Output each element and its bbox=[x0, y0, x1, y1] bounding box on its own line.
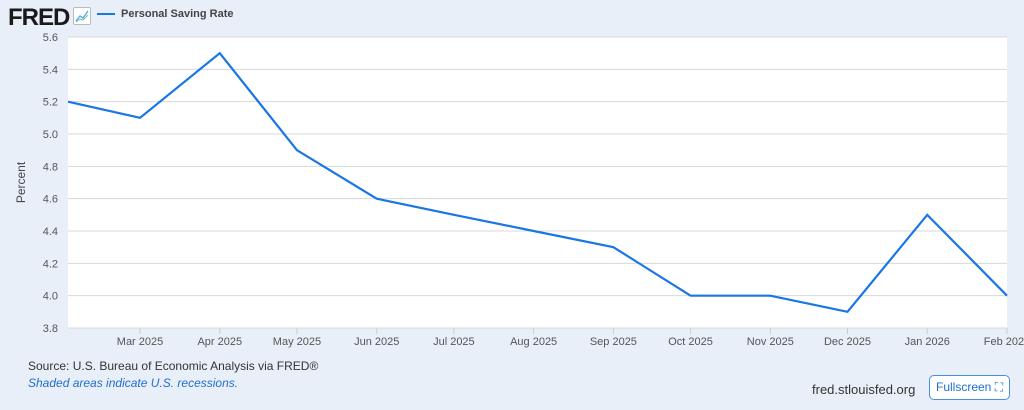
fullscreen-label: Fullscreen bbox=[936, 380, 992, 394]
expand-icon: ⛶ bbox=[994, 380, 1004, 394]
plot-area bbox=[68, 37, 1007, 328]
legend-label: Personal Saving Rate bbox=[121, 8, 234, 20]
x-tick-label: Nov 2025 bbox=[747, 336, 794, 348]
y-tick-label: 5.0 bbox=[43, 129, 58, 141]
site-link[interactable]: fred.stlouisfed.org bbox=[812, 382, 916, 397]
x-tick-label: Apr 2025 bbox=[197, 336, 242, 348]
x-tick-label: Jun 2025 bbox=[354, 336, 399, 348]
x-tick-label: Jul 2025 bbox=[433, 336, 475, 348]
y-tick-label: 5.4 bbox=[43, 64, 58, 76]
legend: Personal Saving Rate bbox=[97, 8, 234, 20]
y-tick-label: 4.2 bbox=[43, 258, 58, 270]
y-tick-label: 5.2 bbox=[43, 97, 58, 109]
legend-swatch bbox=[97, 13, 115, 15]
y-tick-label: 4.4 bbox=[43, 226, 58, 238]
y-tick-label: 4.0 bbox=[43, 291, 58, 303]
fullscreen-button[interactable]: Fullscreen ⛶ bbox=[929, 375, 1011, 400]
series-line bbox=[67, 51, 1008, 314]
source-text: Source: U.S. Bureau of Economic Analysis… bbox=[28, 359, 319, 373]
fred-logo[interactable]: FRED bbox=[8, 4, 70, 31]
recession-note: Shaded areas indicate U.S. recessions. bbox=[28, 376, 239, 390]
y-tick-label: 5.6 bbox=[43, 32, 58, 44]
x-tick-label: Jan 2026 bbox=[905, 336, 950, 348]
x-tick-label: Dec 2025 bbox=[824, 336, 871, 348]
x-tick-label: Mar 2025 bbox=[117, 336, 163, 348]
x-tick-label: Aug 2025 bbox=[510, 336, 557, 348]
y-tick-label: 4.6 bbox=[43, 194, 58, 206]
x-tick-label: May 2025 bbox=[273, 336, 321, 348]
y-tick-label: 4.8 bbox=[43, 161, 58, 173]
x-tick-label: Oct 2025 bbox=[668, 336, 713, 348]
line-chart: 3.8 4.0 4.2 4.4 4.6 4.8 5.0 5.2 5.4 5.6 Mar 2025 Ap… bbox=[14, 32, 1024, 348]
x-tick-label: Feb 2026 bbox=[984, 336, 1024, 348]
x-tick-label: Sep 2025 bbox=[590, 336, 637, 348]
y-axis-label: Percent bbox=[14, 161, 28, 203]
y-tick-label: 3.8 bbox=[43, 323, 58, 335]
chart-line-icon[interactable] bbox=[73, 7, 91, 25]
